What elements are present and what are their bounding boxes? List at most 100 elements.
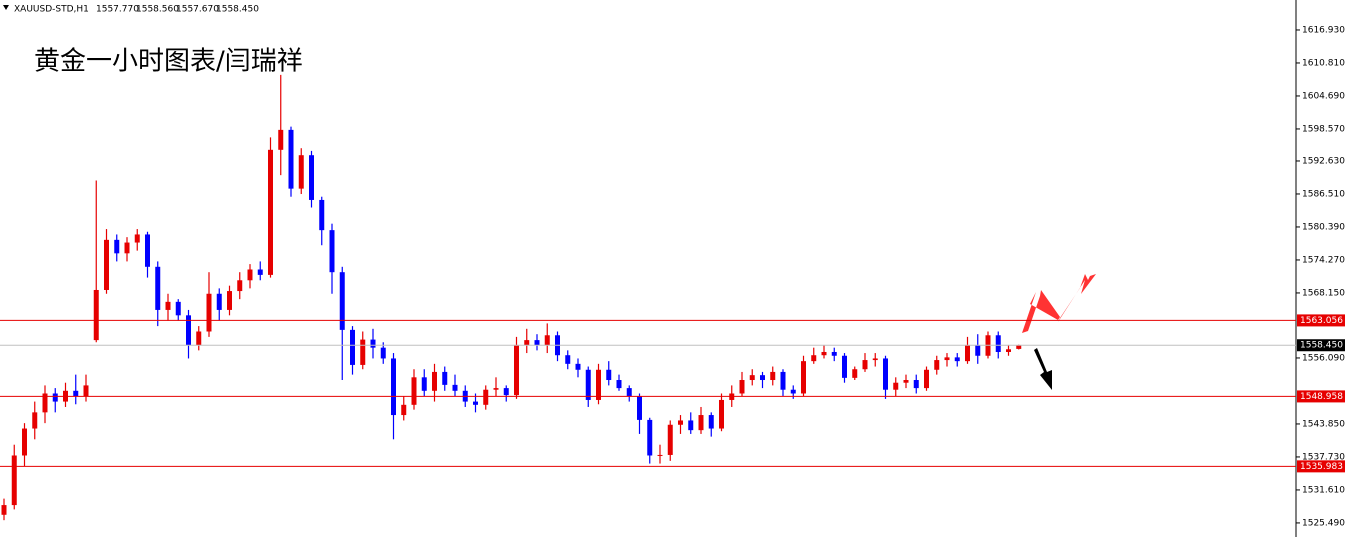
candle-body — [401, 404, 407, 416]
candle-body — [719, 399, 724, 429]
y-tick-label: 1598.570 — [1302, 124, 1345, 134]
candle-body — [524, 340, 530, 345]
candle-body — [442, 371, 448, 385]
candle-body — [104, 239, 109, 290]
candle-body — [298, 155, 304, 189]
y-tick-label: 1610.810 — [1302, 58, 1345, 68]
candle-body — [626, 388, 632, 397]
candle-body — [749, 375, 755, 381]
candle-body — [790, 389, 796, 394]
candle-body — [11, 455, 17, 506]
candle-body — [432, 371, 437, 391]
candle-body — [145, 234, 150, 267]
y-tick-label: 1537.730 — [1302, 452, 1345, 462]
y-tick-label: 1543.850 — [1302, 419, 1345, 429]
candle-body — [575, 363, 581, 370]
candle-body — [329, 230, 335, 273]
candle-body — [186, 315, 191, 345]
candle-body — [206, 293, 212, 332]
candle-body — [196, 331, 202, 345]
candle-body — [73, 390, 79, 397]
candle-body — [42, 393, 48, 413]
candle-body — [534, 340, 540, 345]
candle-body — [667, 424, 673, 455]
candle-body — [678, 420, 683, 425]
header-value: 1557.770 — [96, 5, 139, 15]
candle-body — [503, 388, 509, 396]
candle-body — [903, 380, 909, 383]
header-value: 1557.670 — [176, 5, 219, 15]
arrow-up — [1058, 274, 1096, 322]
candle-body — [247, 269, 253, 281]
candle-body — [862, 360, 868, 370]
candle-body — [995, 335, 1001, 352]
arrow-down — [1034, 348, 1052, 390]
candle-body — [544, 335, 550, 345]
candle-body — [391, 358, 396, 416]
candle-body — [944, 357, 950, 361]
y-tick-label: 1616.930 — [1302, 25, 1345, 35]
candle-body — [739, 380, 745, 394]
candle-body — [1016, 345, 1022, 349]
candle-body — [924, 369, 929, 389]
candle-body — [852, 369, 858, 378]
y-tick-label: 1592.630 — [1302, 156, 1345, 166]
candle-body — [637, 396, 642, 420]
candle-body — [688, 420, 694, 431]
candle-body — [596, 369, 601, 400]
candle-body — [370, 339, 376, 348]
candle-body — [421, 377, 427, 391]
header-value: 1558.450 — [216, 5, 259, 15]
symbol: XAUUSD-STD,H1 — [14, 5, 89, 15]
candle-body — [134, 234, 140, 243]
candle-body — [114, 239, 120, 254]
y-tick-label: 1604.690 — [1302, 91, 1345, 101]
candle-body — [227, 291, 232, 310]
level-box — [1297, 460, 1345, 473]
candle-body — [155, 266, 161, 310]
candle-body — [770, 371, 776, 381]
candle-body — [821, 351, 827, 356]
y-tick-label: 1580.390 — [1302, 222, 1345, 232]
candle-body — [52, 393, 58, 402]
candle-body — [309, 155, 314, 200]
candle-body — [83, 385, 89, 397]
candle-body — [452, 384, 458, 391]
candle-body — [483, 389, 489, 405]
candle-body — [760, 375, 765, 381]
y-tick-label: 1525.490 — [1302, 518, 1345, 528]
header-value: 1558.560 — [136, 5, 179, 15]
candle-body — [288, 129, 294, 189]
candle-body — [124, 242, 130, 254]
candle-body — [411, 377, 417, 405]
candle-body — [872, 358, 878, 361]
candle-body — [883, 358, 888, 390]
y-tick-label: 1568.150 — [1302, 288, 1345, 298]
candle-body — [319, 199, 325, 231]
candle-body — [801, 361, 806, 394]
candle-body — [965, 344, 970, 362]
current-price-box — [1297, 339, 1345, 352]
y-tick-label: 1556.090 — [1302, 353, 1345, 363]
candle-body — [380, 347, 386, 359]
candle-body — [493, 388, 499, 390]
candle-body — [606, 369, 612, 381]
candle-body — [893, 382, 899, 390]
candle-body — [831, 351, 837, 356]
candle-body — [780, 371, 786, 390]
candle-body — [32, 412, 38, 429]
candle-body — [360, 339, 366, 365]
level-label: 1535.983 — [1300, 462, 1343, 472]
candle-body — [216, 293, 222, 310]
candle-body — [165, 301, 171, 310]
candle-body — [698, 415, 704, 431]
y-tick-label: 1586.510 — [1302, 189, 1345, 199]
level-box — [1297, 314, 1345, 327]
level-label: 1563.056 — [1300, 316, 1343, 326]
candle-body — [237, 280, 243, 292]
candle-body — [657, 454, 663, 456]
y-tick-label: 1531.610 — [1302, 485, 1345, 495]
